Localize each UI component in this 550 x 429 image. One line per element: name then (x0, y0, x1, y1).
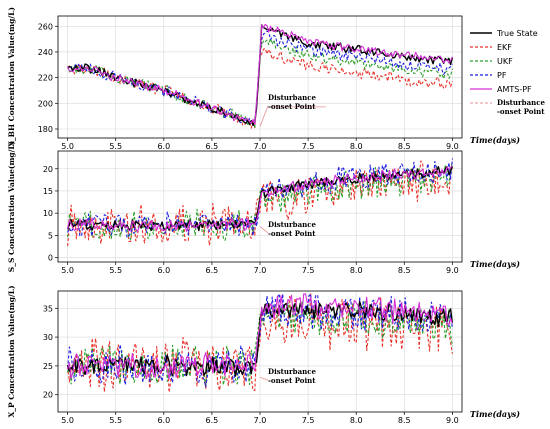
annotation-text-line1: Disturbance (268, 367, 316, 376)
annotation-text-line2: -onset Point (268, 376, 316, 385)
x-tick-label: 9.0 (446, 266, 459, 275)
panel-2: 5.0 5.5 6.0 6.5 7.0 7.5 8.0 8.5 9.0 0 5 10 15 20 S_S C… (7, 141, 520, 275)
y-tick-label: 20 (43, 391, 53, 400)
x-tick-label: 8.5 (398, 142, 411, 151)
annotation-text-line2: -onset Point (268, 102, 316, 111)
series-line-true-state (66, 300, 454, 377)
y-tick-label: 35 (43, 304, 53, 313)
x-axis-label: Time(days) (470, 409, 520, 419)
annotation-arrow (259, 226, 269, 234)
annotation-text-line2: -onset Point (268, 229, 316, 238)
x-tick-label: 7.0 (254, 416, 267, 425)
y-tick-label: 220 (38, 74, 53, 83)
y-axis-label: S_S Concentration Value(mg/L) (7, 141, 16, 272)
series-line-amts-pf (67, 23, 453, 125)
x-tick-label: 6.0 (157, 142, 170, 151)
y-tick-label: 10 (43, 209, 53, 218)
x-axis-label: Time(days) (470, 135, 520, 145)
x-tick-label: 5.5 (109, 416, 122, 425)
y-tick-label: 30 (43, 333, 53, 342)
series-line-amts-pf (67, 293, 453, 380)
annotation-arrow (259, 105, 269, 127)
y-tick-label: 200 (38, 99, 53, 108)
x-tick-label: 6.5 (206, 142, 219, 151)
x-tick-label: 6.0 (157, 266, 170, 275)
legend-label: UKF (497, 57, 513, 66)
x-tick-label: 8.0 (350, 266, 363, 275)
x-tick-label: 9.0 (446, 142, 459, 151)
legend-label-disturbance-2: -onset Point (497, 107, 545, 116)
y-tick-label: 15 (43, 187, 53, 196)
x-tick-label: 5.5 (109, 142, 122, 151)
y-tick-label: 260 (38, 22, 53, 31)
legend-label: PF (497, 71, 507, 80)
x-tick-label: 7.5 (302, 266, 315, 275)
x-tick-label: 8.5 (398, 266, 411, 275)
y-tick-label: 25 (43, 362, 53, 371)
x-tick-label: 8.5 (398, 416, 411, 425)
x-tick-label: 9.0 (446, 416, 459, 425)
x-tick-label: 6.0 (157, 416, 170, 425)
panels: 5.0 5.5 6.0 6.5 7.0 7.5 8.0 8.5 9.01802002202402… (7, 7, 520, 425)
annotation-text-line1: Disturbance (268, 93, 316, 102)
legend-label-disturbance-1: Disturbance (497, 98, 545, 107)
x-tick-label: 5.5 (109, 266, 122, 275)
legend: True State EKF UKF PF AMTS-PF Disturbance-ons… (470, 29, 545, 116)
legend-label: EKF (497, 43, 512, 52)
x-tick-label: 5.0 (61, 142, 74, 151)
x-tick-label: 5.0 (61, 416, 74, 425)
annotation-arrow (259, 377, 269, 381)
series-line-pf (67, 158, 453, 239)
y-tick-label: 0 (48, 254, 53, 263)
series-line-ukf (67, 301, 453, 386)
x-tick-label: 7.0 (254, 142, 267, 151)
y-axis-label: X_BH Concentration Value(mg/L) (7, 7, 16, 147)
series-line-ekf (67, 293, 453, 393)
y-tick-label: 20 (43, 165, 53, 174)
x-tick-label: 5.0 (61, 266, 74, 275)
annotation-text-line1: Disturbance (268, 220, 316, 229)
panel-3: 5.0 5.5 6.0 6.5 7.0 7.5 8.0 8.5 9.0 20 25 30 35 X_P C… (7, 285, 520, 425)
x-tick-label: 6.5 (206, 266, 219, 275)
y-tick-label: 180 (38, 125, 53, 134)
legend-label: AMTS-PF (497, 85, 532, 94)
y-tick-label: 240 (38, 48, 53, 57)
series-line-pf (67, 293, 453, 388)
x-tick-label: 8.0 (350, 416, 363, 425)
y-axis-label: X_P Concentration Value(mg/L) (7, 285, 16, 417)
x-axis-label: Time(days) (470, 259, 520, 269)
series-line-ukf (67, 37, 453, 129)
x-tick-label: 7.5 (302, 416, 315, 425)
x-tick-label: 7.5 (302, 142, 315, 151)
panel-1: 5.0 5.5 6.0 6.5 7.0 7.5 8.0 8.5 9.0 180 200 220 240 2… (7, 7, 520, 151)
y-tick-label: 5 (48, 231, 53, 240)
x-tick-label: 8.0 (350, 142, 363, 151)
legend-label: True State (496, 29, 538, 38)
x-tick-label: 6.5 (206, 416, 219, 425)
series-line-amts-pf (67, 165, 453, 233)
x-tick-label: 7.0 (254, 266, 267, 275)
